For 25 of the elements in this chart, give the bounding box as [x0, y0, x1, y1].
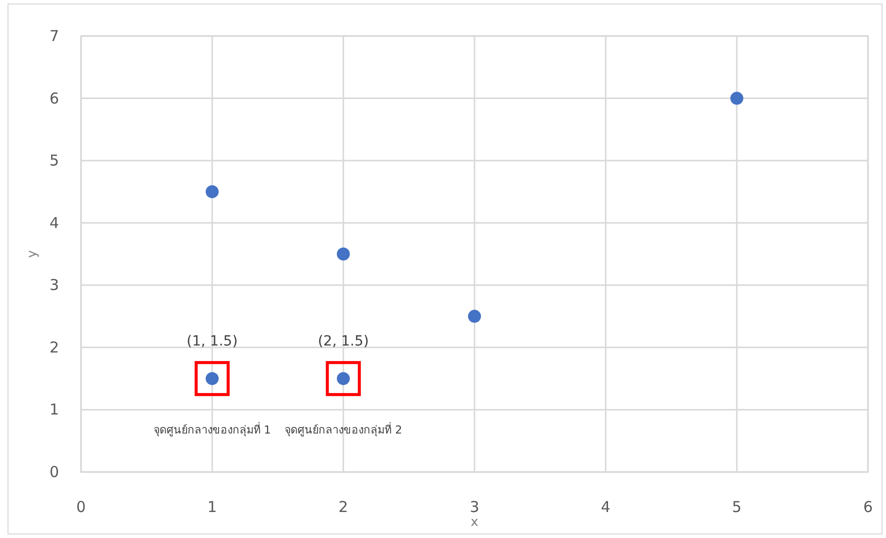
x-tick-label: 5	[732, 498, 742, 516]
x-axis-title: x	[470, 515, 479, 530]
x-tick-label: 4	[600, 498, 610, 516]
y-tick-label: 1	[49, 400, 59, 419]
y-tick-label: 5	[49, 152, 59, 170]
point	[336, 248, 350, 260]
x-tick-label: 0	[76, 498, 86, 516]
y-tick-label: 7	[49, 27, 59, 45]
point	[206, 185, 219, 198]
y-axis-title: y	[25, 250, 40, 258]
y-tick-label: 0	[49, 463, 59, 481]
y-tick-label: 3	[49, 276, 59, 294]
annotation: จุดศูนย์กลางของกลุ่มที่ 1	[153, 422, 271, 437]
x-tick-label: 2	[338, 498, 348, 516]
y-tick-label: 2	[49, 338, 59, 356]
x-tick-label: 1	[207, 498, 217, 516]
y-tick-label: 4	[49, 214, 59, 232]
point	[730, 92, 744, 105]
x-tick-label: 3	[470, 498, 480, 516]
annotation: (1, 1.5)	[186, 334, 238, 350]
x-tick-label: 6	[863, 498, 873, 516]
y-tick-label: 6	[49, 89, 59, 108]
annotation: (2, 1.5)	[318, 334, 369, 350]
point	[468, 310, 481, 323]
annotation: จุดศูนย์กลางของกลุ่มที่ 2	[284, 422, 402, 437]
